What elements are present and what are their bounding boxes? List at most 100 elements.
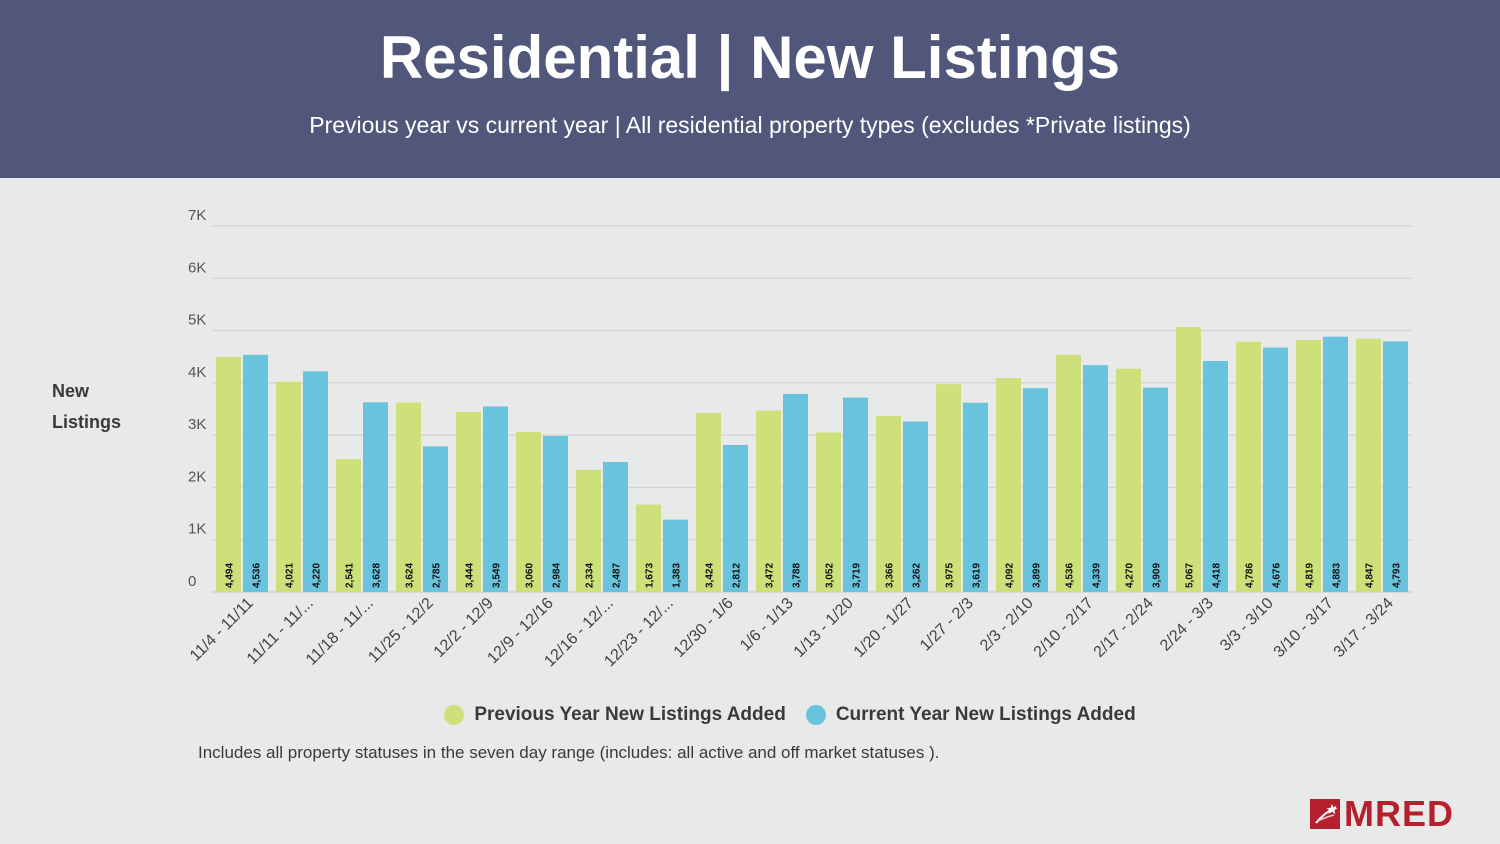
y-tick-label: 2K xyxy=(188,468,206,485)
bar-current xyxy=(423,446,448,592)
bar-previous xyxy=(276,381,301,592)
mred-logo: MRED xyxy=(1310,796,1454,832)
y-tick-label: 4K xyxy=(188,364,206,381)
bar-current xyxy=(363,402,388,592)
bar-current xyxy=(903,421,928,592)
bar-previous xyxy=(936,384,961,592)
bar-data-label: 4,418 xyxy=(1212,563,1223,588)
bar-data-label: 4,021 xyxy=(285,563,296,588)
bar-data-label: 4,819 xyxy=(1305,563,1316,588)
legend-item-current: Current Year New Listings Added xyxy=(805,704,1136,726)
bar-data-label: 4,270 xyxy=(1125,563,1136,588)
legend-swatch-previous xyxy=(444,705,465,725)
bar-data-label: 1,383 xyxy=(672,563,683,588)
y-tick-label: 7K xyxy=(188,207,206,224)
bar-current xyxy=(963,402,988,592)
legend-item-previous: Previous Year New Listings Added xyxy=(444,704,786,726)
bar-previous xyxy=(696,412,721,592)
bar-data-label: 4,793 xyxy=(1392,563,1403,588)
bar-previous xyxy=(456,411,481,592)
legend-label-previous: Previous Year New Listings Added xyxy=(474,704,786,725)
bar-data-label: 4,536 xyxy=(252,563,263,588)
bar-data-label: 2,541 xyxy=(345,563,356,588)
bar-current xyxy=(1143,387,1168,592)
bar-data-label: 4,786 xyxy=(1245,563,1256,588)
bar-data-label: 4,676 xyxy=(1272,563,1283,588)
x-tick-label: 1/20 - 1/27 xyxy=(851,595,917,661)
bar-current xyxy=(1383,341,1408,592)
bar-data-label: 4,092 xyxy=(1005,563,1016,588)
x-tick-label: 3/3 - 3/10 xyxy=(1217,595,1277,655)
bar-current xyxy=(843,397,868,592)
x-tick-label: 3/17 - 3/24 xyxy=(1331,595,1397,661)
bar-data-label: 4,536 xyxy=(1065,563,1076,588)
bar-data-label: 2,487 xyxy=(612,563,623,588)
y-axis-label: New Listings xyxy=(52,381,122,432)
bar-data-label: 3,472 xyxy=(765,563,776,588)
bar-current xyxy=(1023,388,1048,592)
bar-current xyxy=(483,406,508,592)
bar-data-label: 3,549 xyxy=(492,563,503,588)
bar-data-label: 3,975 xyxy=(945,563,956,588)
bar-current xyxy=(723,444,748,592)
bar-data-label: 3,619 xyxy=(972,563,983,588)
bar-data-label: 3,262 xyxy=(912,563,923,588)
legend-label-current: Current Year New Listings Added xyxy=(835,704,1136,725)
x-tick-label: 2/10 - 2/17 xyxy=(1031,595,1097,661)
bar-previous xyxy=(636,504,661,592)
bar-data-label: 2,984 xyxy=(552,563,563,588)
page-subtitle: Previous year vs current year | All resi… xyxy=(309,112,1191,138)
bar-data-label: 2,812 xyxy=(732,563,743,588)
footnote: Includes all property statuses in the se… xyxy=(198,743,940,762)
bar-data-label: 3,060 xyxy=(525,563,536,588)
bar-current xyxy=(543,435,568,592)
bar-previous xyxy=(396,402,421,592)
bar-previous xyxy=(1056,354,1081,592)
bar-current xyxy=(663,519,688,592)
y-tick-label: 1K xyxy=(188,521,206,538)
bar-previous xyxy=(336,459,361,592)
bar-data-label: 3,628 xyxy=(372,563,383,588)
logo-star-icon xyxy=(1310,799,1340,829)
bar-previous xyxy=(1176,327,1201,592)
bar-data-label: 1,673 xyxy=(645,563,656,588)
bar-current xyxy=(1083,365,1108,592)
logo-text: MRED xyxy=(1344,793,1454,834)
bar-previous xyxy=(1116,368,1141,592)
page-title: Residential | New Listings xyxy=(379,24,1121,91)
y-tick-label: 3K xyxy=(188,416,206,433)
bar-current xyxy=(303,371,328,592)
bar-data-label: 3,444 xyxy=(465,563,476,588)
x-tick-label: 2/24 - 3/3 xyxy=(1157,595,1217,655)
bar-previous xyxy=(576,469,601,592)
bar-current xyxy=(1323,336,1348,592)
bar-previous xyxy=(756,410,781,592)
bar-data-label: 4,883 xyxy=(1332,563,1343,588)
x-tick-label: 2/17 - 2/24 xyxy=(1091,595,1157,661)
x-tick-label: 1/27 - 2/3 xyxy=(917,595,977,655)
bar-data-label: 5,067 xyxy=(1185,563,1196,588)
bar-previous xyxy=(1356,338,1381,592)
x-tick-label: 12/2 - 12/9 xyxy=(431,595,497,661)
bar-data-label: 3,366 xyxy=(885,563,896,588)
bar-data-label: 2,334 xyxy=(585,563,596,588)
x-tick-label: 11/25 - 12/2 xyxy=(365,595,437,667)
bar-data-label: 3,624 xyxy=(405,563,416,588)
x-tick-label: 2/3 - 2/10 xyxy=(977,595,1037,655)
x-tick-label: 3/10 - 3/17 xyxy=(1271,595,1337,661)
bar-data-label: 4,339 xyxy=(1092,563,1103,588)
bar-data-label: 3,909 xyxy=(1152,563,1163,588)
bar-current xyxy=(603,461,628,592)
legend-swatch-current xyxy=(805,705,826,725)
x-tick-label: 1/6 - 1/13 xyxy=(737,595,797,655)
y-tick-label: 6K xyxy=(188,259,206,276)
bar-previous xyxy=(1296,340,1321,592)
bar-previous xyxy=(816,432,841,592)
x-tick-label: 1/13 - 1/20 xyxy=(791,595,857,661)
bar-previous xyxy=(1236,341,1261,592)
bar-current xyxy=(243,354,268,592)
bar-data-label: 3,052 xyxy=(825,563,836,588)
y-tick-label: 0 xyxy=(188,573,196,590)
bar-current xyxy=(1263,347,1288,592)
